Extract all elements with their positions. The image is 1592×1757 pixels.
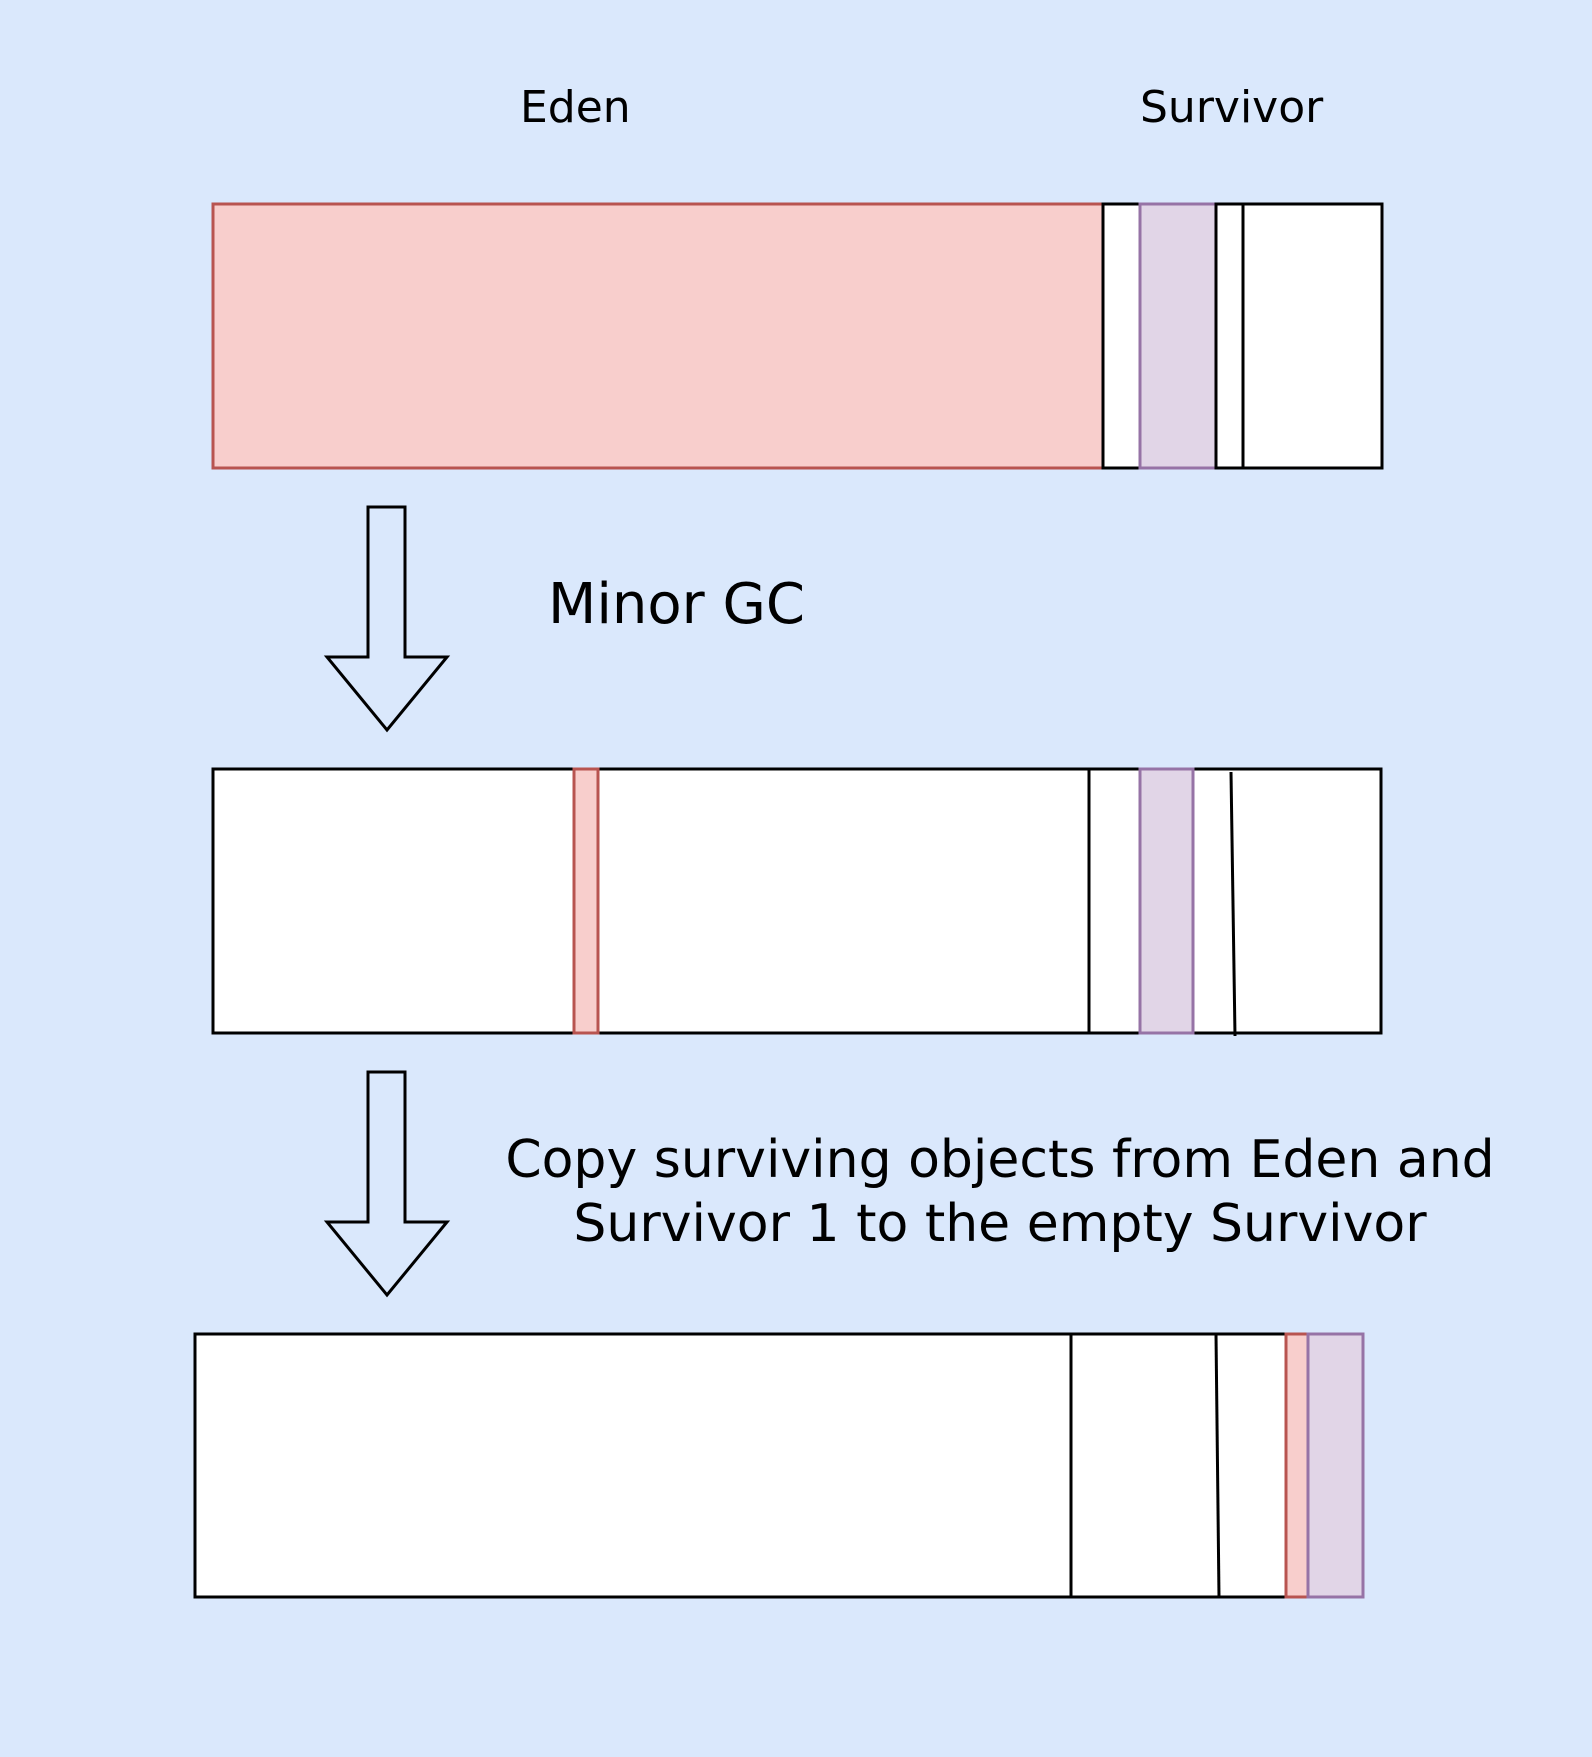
survivor-1-occupied	[1138, 202, 1218, 470]
heap-after-outline	[193, 1332, 1288, 1599]
survivor-gap-left	[1101, 202, 1142, 470]
heap-after-copy	[193, 1332, 1365, 1599]
copy-description: Copy surviving objects from Eden and Sur…	[500, 1128, 1500, 1256]
eden-surviving-object	[572, 767, 600, 1035]
survivor-label: Survivor	[1140, 82, 1324, 133]
heap-marked	[211, 767, 1383, 1037]
eden-space-full	[211, 202, 1105, 470]
eden-space-marked	[211, 767, 1383, 1035]
copied-eden-object	[1284, 1332, 1310, 1599]
survivor-2-empty	[1241, 202, 1384, 470]
copied-survivor-object	[1306, 1332, 1365, 1599]
heap-before-gc	[211, 202, 1384, 470]
copy-description-line-2: Survivor 1 to the empty Survivor	[573, 1194, 1427, 1254]
minor-gc-label: Minor GC	[548, 572, 805, 637]
eden-label: Eden	[520, 82, 631, 133]
survivor-boundary	[1229, 771, 1237, 1037]
survivor-boundary-after	[1214, 1333, 1221, 1598]
copy-description-line-1: Copy surviving objects from Eden and	[505, 1130, 1495, 1190]
survivor-1-surviving-object	[1138, 767, 1195, 1035]
down-arrow-2	[323, 1070, 451, 1298]
down-arrow-1	[323, 505, 451, 733]
survivor-gap-right	[1214, 202, 1245, 470]
